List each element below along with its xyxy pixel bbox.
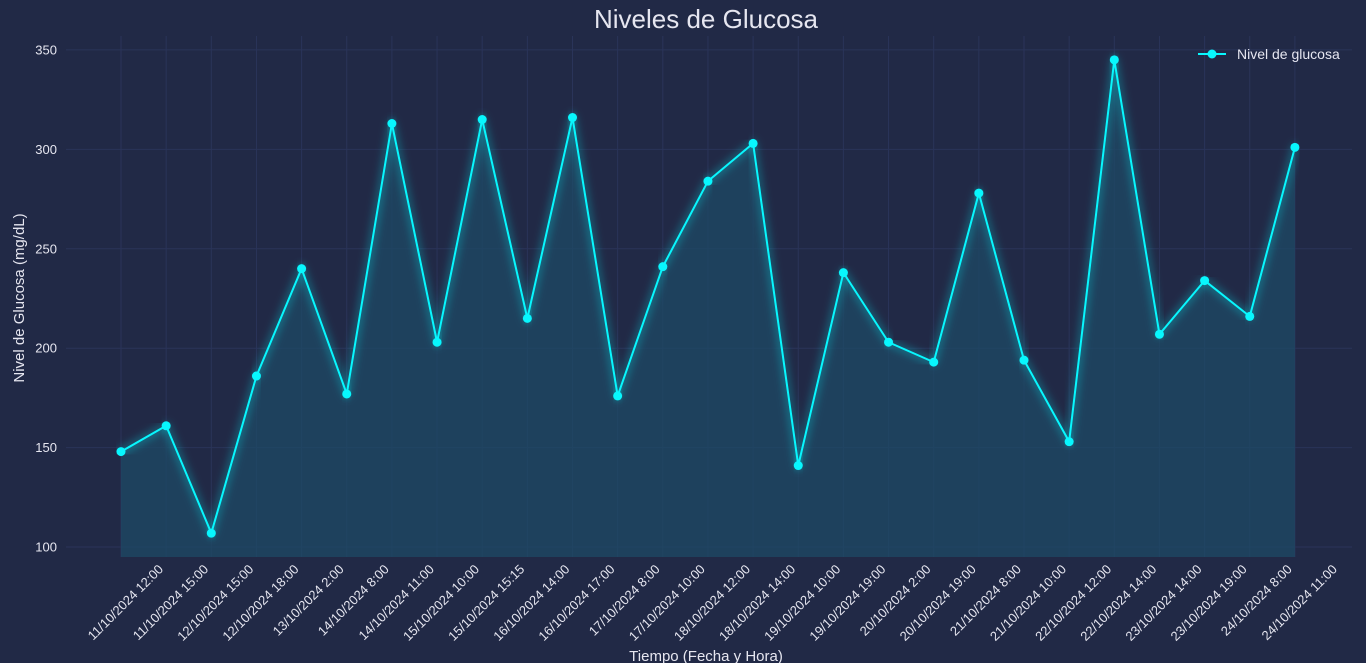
data-point xyxy=(1064,437,1074,447)
data-point xyxy=(477,115,487,125)
data-point xyxy=(568,113,577,123)
series-line-segment xyxy=(255,268,303,377)
y-tick-label: 200 xyxy=(35,341,57,356)
data-point xyxy=(206,528,216,538)
series-line-segment xyxy=(1158,279,1206,335)
series-line-segment xyxy=(616,266,664,397)
y-tick-label: 150 xyxy=(35,440,57,455)
data-point xyxy=(838,268,848,278)
data-point xyxy=(432,337,442,347)
y-tick-label: 300 xyxy=(35,142,57,157)
series-line-segment xyxy=(165,425,213,534)
data-point xyxy=(161,421,171,431)
data-point xyxy=(703,176,713,186)
series-line-segment xyxy=(1023,359,1071,443)
data-point xyxy=(297,264,307,274)
data-point xyxy=(1109,55,1119,65)
area-under-line xyxy=(121,59,1295,557)
series-line-segment xyxy=(661,180,709,268)
y-tick-label: 250 xyxy=(35,241,57,256)
legend: Nivel de glucosa xyxy=(1198,46,1340,62)
data-point xyxy=(884,337,894,347)
data-point xyxy=(522,313,532,323)
data-point xyxy=(387,118,397,128)
x-axis-label: Tiempo (Fecha y Hora) xyxy=(629,648,783,663)
data-point xyxy=(658,262,668,272)
series-line-segment xyxy=(481,119,529,319)
series-line-segment xyxy=(210,375,258,534)
y-tick-label: 100 xyxy=(35,540,57,555)
data-point xyxy=(929,357,939,367)
y-axis-label: Nivel de Glucosa (mg/dL) xyxy=(11,213,28,382)
series-line-segment xyxy=(707,142,754,182)
series-line-segment xyxy=(842,272,890,343)
data-point xyxy=(793,461,803,471)
series-line-segment xyxy=(932,192,980,363)
series-line-segment xyxy=(120,424,167,453)
series-lines xyxy=(120,59,1296,534)
series-line-segment xyxy=(571,117,619,397)
legend-point-marker xyxy=(1207,49,1217,59)
legend-label: Nivel de glucosa xyxy=(1237,46,1340,62)
series-line-segment xyxy=(752,143,800,466)
data-point xyxy=(116,447,126,457)
series-line-segment xyxy=(345,123,393,395)
data-point xyxy=(1019,355,1029,365)
data-point xyxy=(1290,142,1300,152)
data-point xyxy=(974,188,984,198)
series-line-segment xyxy=(1248,147,1296,317)
series-line-segment xyxy=(436,119,484,343)
series-line-segment xyxy=(526,117,574,319)
data-point xyxy=(748,138,758,148)
series-line-segment xyxy=(1068,59,1116,442)
series-line-segment xyxy=(390,123,439,343)
data-point xyxy=(1154,329,1164,339)
data-points xyxy=(116,55,1300,538)
data-point xyxy=(342,389,352,399)
series-line-segment xyxy=(300,268,348,395)
series-line-segment xyxy=(1113,59,1161,335)
series-line-segment xyxy=(888,341,935,364)
chart-title: Niveles de Glucosa xyxy=(594,4,819,34)
series-line-segment xyxy=(977,192,1025,361)
data-point xyxy=(613,391,623,401)
data-point xyxy=(251,371,261,381)
area-fill xyxy=(121,59,1295,557)
series-line-segment xyxy=(797,272,845,466)
series-line-segment xyxy=(1203,279,1251,318)
data-point xyxy=(1200,276,1210,286)
y-axis-ticks: 100 150 200 250 300 350 xyxy=(35,42,57,554)
data-point xyxy=(1245,311,1255,321)
y-tick-label: 350 xyxy=(35,42,57,57)
